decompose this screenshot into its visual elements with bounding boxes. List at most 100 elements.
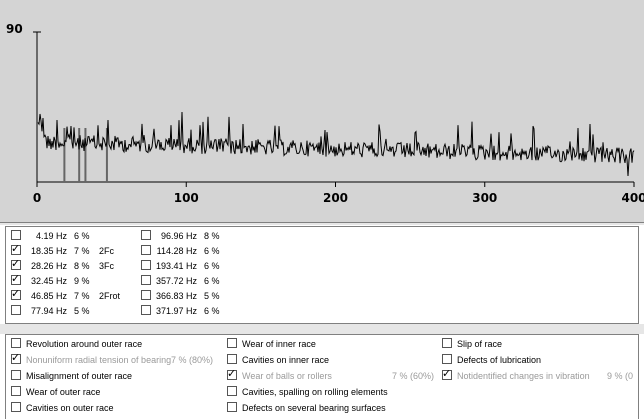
defect-label: Defects of lubrication (457, 355, 542, 365)
defect-label: Misalignment of outer race (26, 371, 133, 381)
defect-label: Revolution around outer race (26, 339, 143, 349)
frequency-row: ✓ 18.35 Hz 7 % 2Fc (11, 242, 136, 258)
frequency-percent: 8 % (204, 231, 220, 241)
frequency-row: ✓ 28.26 Hz 8 % 3Fc (11, 257, 136, 273)
defect-label: Wear of inner race (242, 339, 316, 349)
defect-checkbox[interactable] (227, 402, 237, 412)
spectrum-plot: 90 0 100 200 300 400 (6, 22, 644, 205)
frequency-percent: 8 % (74, 261, 90, 271)
x-tick-label: 0 (33, 191, 41, 205)
defect-probability: 7 % (60%) (392, 371, 435, 381)
frequency-row: 77.94 Hz 5 % (11, 304, 136, 318)
defect-checkbox[interactable] (442, 354, 452, 364)
check-icon: ✓ (227, 367, 237, 380)
defect-label: Cavities on outer race (26, 403, 114, 413)
defect-label: Nonuniform radial tension of bearing (26, 355, 172, 365)
x-tick-label: 200 (323, 191, 348, 205)
defect-row: Defects of lubrication (442, 353, 634, 369)
defect-label: Defects on several bearing surfaces (242, 403, 386, 413)
defect-label: Cavities on inner race (242, 355, 330, 365)
frequency-value: 193.41 Hz (155, 261, 197, 271)
frequency-percent: 5 % (74, 306, 90, 316)
defect-row: Cavities, spalling on rolling elements (227, 385, 439, 401)
frequency-value: 4.19 Hz (35, 231, 67, 241)
defect-row: Cavities on outer race (11, 401, 223, 417)
y-top-label: 90 (6, 22, 23, 36)
defect-checkbox[interactable]: ✓ (227, 367, 237, 380)
defect-checkbox[interactable]: ✓ (11, 351, 21, 364)
defect-checkbox[interactable] (442, 338, 452, 348)
frequency-percent: 6 % (204, 306, 220, 316)
frequency-checkbox[interactable]: ✓ (11, 287, 21, 300)
frequency-row: 357.72 Hz 6 % (141, 274, 266, 288)
frequency-percent: 6 % (204, 276, 220, 286)
panel-divider[interactable] (0, 324, 644, 334)
frequency-list: 4.19 Hz 6 % ✓ 18.35 Hz 7 % 2Fc ✓ 28.26 Hz 8 % 3Fc… (5, 226, 639, 324)
frequency-row: 96.96 Hz 8 % (141, 229, 266, 243)
check-icon: ✓ (11, 287, 21, 300)
frequency-percent: 5 % (204, 291, 220, 301)
frequency-percent: 6 % (204, 246, 220, 256)
defect-row: Wear of inner race (227, 337, 439, 353)
frequency-row: 371.97 Hz 6 % (141, 304, 266, 318)
frequency-checkbox[interactable] (141, 230, 151, 240)
frequency-checkbox[interactable]: ✓ (11, 257, 21, 270)
frequency-value: 371.97 Hz (155, 306, 197, 316)
defect-probability: 7 % (80%) (171, 355, 214, 365)
frequency-percent: 6 % (204, 261, 220, 271)
defect-checkbox[interactable]: ✓ (442, 367, 452, 380)
frequency-percent: 7 % (74, 291, 90, 301)
defect-checkbox[interactable] (11, 402, 21, 412)
defect-row: ✓ Notidentified changes in vibration 9 % (… (442, 367, 634, 385)
frequency-value: 114.28 Hz (156, 246, 197, 256)
frequency-markers (63, 128, 108, 182)
frequency-checkbox[interactable] (141, 275, 151, 285)
defect-label: Slip of race (457, 339, 503, 349)
frequency-percent: 9 % (74, 276, 90, 286)
frequency-note: 2Frot (99, 291, 121, 301)
defect-label: Cavities, spalling on rolling elements (242, 387, 388, 397)
frequency-value: 18.35 Hz (30, 246, 67, 256)
defect-checkbox[interactable] (227, 338, 237, 348)
defect-row: ✓ Wear of balls or rollers 7 % (60%) (227, 367, 439, 385)
defect-checkbox[interactable] (11, 386, 21, 396)
defect-checkbox[interactable] (227, 386, 237, 396)
frequency-checkbox[interactable] (141, 290, 151, 300)
check-icon: ✓ (11, 242, 21, 255)
defect-row: Cavities on inner race (227, 353, 439, 369)
defect-checkbox[interactable] (227, 354, 237, 364)
frequency-checkbox[interactable] (11, 230, 21, 240)
frequency-value: 77.94 Hz (30, 306, 67, 316)
frequency-checkbox[interactable] (141, 305, 151, 315)
defect-row: Slip of race (442, 337, 634, 353)
frequency-checkbox[interactable] (141, 245, 151, 255)
frequency-checkbox[interactable] (141, 260, 151, 270)
spectrum-line (37, 111, 635, 177)
panel-divider[interactable] (0, 222, 644, 226)
x-tick-label: 300 (472, 191, 497, 205)
defect-list: Revolution around outer race ✓ Nonuniform … (5, 334, 639, 419)
frequency-note: 2Fc (99, 246, 115, 256)
frequency-value: 32.45 Hz (30, 276, 67, 286)
frequency-value: 357.72 Hz (155, 276, 197, 286)
frequency-percent: 7 % (74, 246, 90, 256)
defect-label: Wear of outer race (26, 387, 101, 397)
x-tick-label: 400 (621, 191, 644, 205)
frequency-checkbox[interactable]: ✓ (11, 272, 21, 285)
frequency-value: 96.96 Hz (160, 231, 197, 241)
frequency-note: 3Fc (99, 261, 115, 271)
frequency-row: 193.41 Hz 6 % (141, 259, 266, 273)
frequency-row: 114.28 Hz 6 % (141, 244, 266, 258)
frequency-checkbox[interactable] (11, 305, 21, 315)
frequency-checkbox[interactable]: ✓ (11, 242, 21, 255)
defect-row: ✓ Nonuniform radial tension of bearing 7 %… (11, 351, 223, 369)
frequency-row: 4.19 Hz 6 % (11, 229, 136, 243)
check-icon: ✓ (11, 351, 21, 364)
defect-label: Wear of balls or rollers (242, 371, 332, 381)
defect-checkbox[interactable] (11, 370, 21, 380)
defect-row: Wear of outer race (11, 385, 223, 401)
defect-probability: 9 % (0 (607, 371, 634, 381)
defect-label: Notidentified changes in vibration (457, 371, 590, 381)
x-ticks: 0 100 200 300 400 (33, 182, 644, 205)
defect-checkbox[interactable] (11, 338, 21, 348)
